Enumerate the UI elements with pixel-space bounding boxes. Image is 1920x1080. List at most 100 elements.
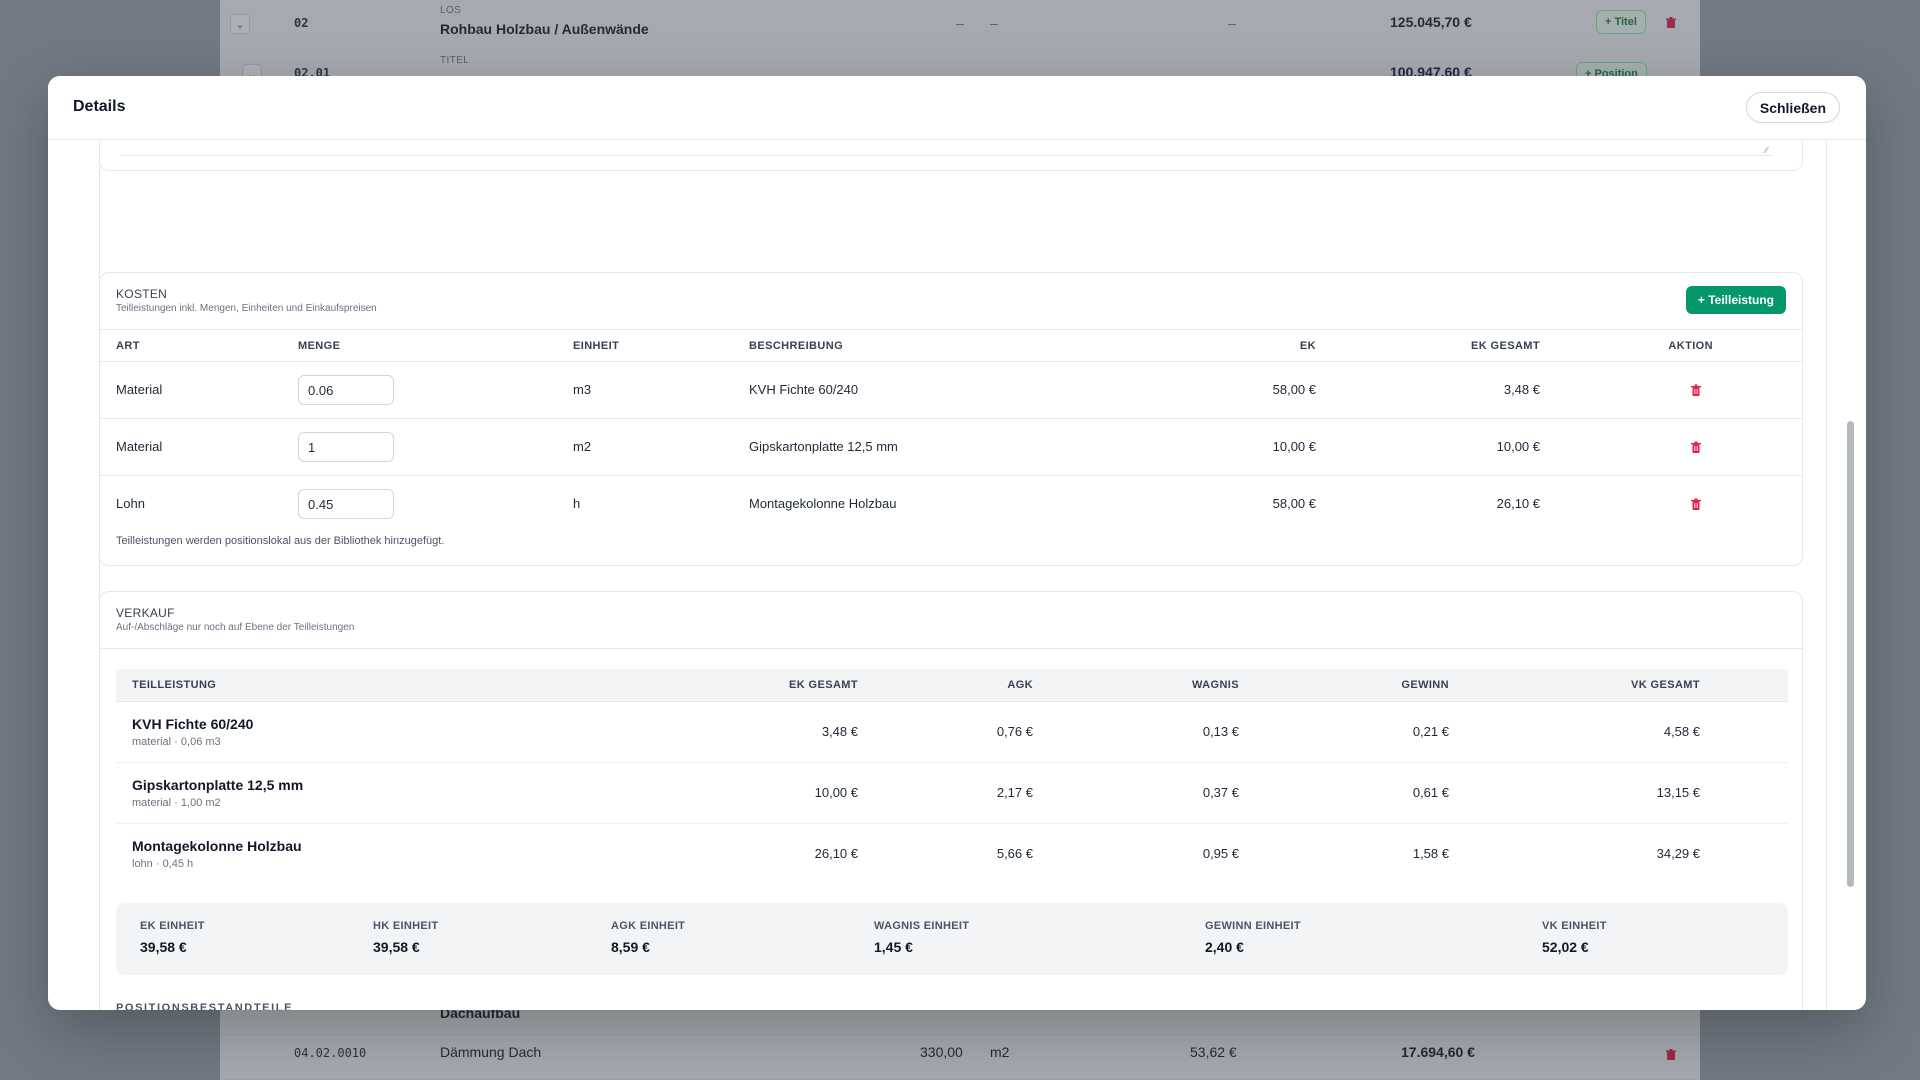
column-agk: AGK	[1007, 679, 1033, 691]
column-einheit: EINHEIT	[573, 340, 620, 352]
row-meta: lohn · 0,45 h	[132, 858, 194, 870]
summary-label: AGK EINHEIT	[611, 920, 686, 932]
content-frame	[99, 141, 1827, 1010]
trash-icon[interactable]	[1665, 17, 1677, 29]
cell-art: Lohn	[116, 496, 145, 511]
cell-beschreibung: KVH Fichte 60/240	[749, 382, 859, 397]
row-type: TITEL	[440, 55, 470, 66]
kosten-title: KOSTEN	[116, 287, 168, 301]
row-unit-price: 53,62 €	[1190, 1044, 1237, 1060]
column-aktion: AKTION	[1668, 340, 1713, 352]
summary-label: HK EINHEIT	[373, 920, 439, 932]
column-menge: MENGE	[298, 340, 341, 352]
cell-ek-gesamt: 26,10 €	[1496, 496, 1540, 511]
kosten-subtitle: Teilleistungen inkl. Mengen, Einheiten u…	[116, 303, 377, 314]
cell-einheit: h	[573, 496, 581, 511]
row-title: Dämmung Dach	[440, 1044, 542, 1060]
cell-wagnis: 0,37 €	[1202, 785, 1239, 800]
cell-wagnis: 0,95 €	[1202, 846, 1239, 861]
column-wagnis: WAGNIS	[1191, 679, 1239, 691]
close-button[interactable]: Schließen	[1745, 92, 1840, 123]
cell-gewinn: 0,61 €	[1412, 785, 1449, 800]
trash-icon[interactable]	[1690, 384, 1702, 397]
summary-value: 39,58 €	[140, 939, 187, 955]
modal-body: ∕∕ KOSTEN Teilleistungen inkl. Mengen, E…	[48, 141, 1866, 1010]
summary-value: 52,02 €	[1542, 939, 1589, 955]
chevron-down-icon[interactable]: ⌄	[230, 14, 250, 34]
modal-header: Details Schließen	[48, 76, 1866, 140]
row-amount: 125.045,70 €	[1390, 14, 1472, 30]
scrollbar-thumb[interactable]	[1847, 421, 1854, 887]
cell-ek-gesamt: 3,48 €	[821, 724, 858, 739]
row-meta: material · 1,00 m2	[132, 797, 221, 809]
cell-einheit: m3	[573, 382, 592, 397]
quantity-input[interactable]	[298, 375, 394, 405]
cell-ek-gesamt: 3,48 €	[1503, 382, 1540, 397]
kosten-note: Teilleistungen werden positionslokal aus…	[116, 535, 445, 547]
summary-value: 1,45 €	[874, 939, 913, 955]
add-teilleistung-button[interactable]: + Teilleistung	[1685, 286, 1786, 314]
cell-wagnis: 0,13 €	[1202, 724, 1239, 739]
summary-label: VK EINHEIT	[1542, 920, 1607, 932]
add-title-button[interactable]: + Titel	[1596, 10, 1646, 34]
verkauf-subtitle: Auf-/Abschläge nur noch auf Ebene der Te…	[116, 622, 355, 633]
summary-label: WAGNIS EINHEIT	[874, 920, 970, 932]
description-textarea[interactable]	[120, 141, 1772, 156]
cell-gewinn: 0,21 €	[1412, 724, 1449, 739]
verkauf-row: Gipskartonplatte 12,5 mm material · 1,00…	[116, 763, 1788, 824]
cell-ek-gesamt: 10,00 €	[814, 785, 858, 800]
cell-ek-gesamt: 10,00 €	[1496, 439, 1540, 454]
column-teilleistung: TEILLEISTUNG	[132, 679, 217, 691]
row-dash: –	[990, 15, 998, 31]
divider	[100, 648, 1802, 649]
modal-title: Details	[73, 98, 126, 115]
column-ek-gesamt: EK GESAMT	[789, 679, 858, 691]
cell-art: Material	[116, 382, 163, 397]
row-code: 02	[294, 16, 309, 30]
cell-art: Material	[116, 439, 163, 454]
column-art: ART	[116, 340, 140, 352]
verkauf-row: KVH Fichte 60/240 material · 0,06 m3 3,4…	[116, 702, 1788, 763]
row-amount: 17.694,60 €	[1401, 1044, 1475, 1060]
column-gewinn: GEWINN	[1401, 679, 1449, 691]
quantity-input[interactable]	[298, 432, 394, 462]
row-dash: –	[1228, 15, 1236, 31]
row-meta: material · 0,06 m3	[132, 736, 221, 748]
unit-summary: EK EINHEIT 39,58 € HK EINHEIT 39,58 € AG…	[116, 903, 1788, 975]
cell-ek-gesamt: 26,10 €	[814, 846, 858, 861]
cell-agk: 0,76 €	[996, 724, 1033, 739]
cell-gewinn: 1,58 €	[1412, 846, 1449, 861]
description-card	[99, 141, 1803, 171]
trash-icon[interactable]	[1690, 498, 1702, 511]
kosten-row: Material m2 Gipskartonplatte 12,5 mm 10,…	[100, 419, 1802, 476]
summary-value: 39,58 €	[373, 939, 420, 955]
column-ek: EK	[1299, 340, 1316, 352]
trash-icon[interactable]	[1665, 1049, 1677, 1061]
column-beschreibung: BESCHREIBUNG	[749, 340, 844, 352]
cell-beschreibung: Montagekolonne Holzbau	[749, 496, 897, 511]
summary-value: 2,40 €	[1205, 939, 1244, 955]
verkauf-title: VERKAUF	[116, 606, 175, 620]
column-vk-gesamt: VK GESAMT	[1631, 679, 1700, 691]
row-unit: m2	[990, 1044, 1010, 1060]
bestandteile-title: POSITIONSBESTANDTEILE	[116, 1002, 294, 1010]
kosten-table-header: ART MENGE EINHEIT BESCHREIBUNG EK EK GES…	[100, 329, 1802, 362]
row-type: LOS	[440, 5, 462, 16]
row-name: Montagekolonne Holzbau	[132, 838, 302, 854]
verkauf-card: VERKAUF Auf-/Abschläge nur noch auf Eben…	[99, 591, 1803, 1010]
cell-ek: 58,00 €	[1272, 382, 1316, 397]
trash-icon[interactable]	[1690, 441, 1702, 454]
background-row-02: ⌄ 02 LOS Rohbau Holzbau / Außenwände – –…	[220, 0, 1700, 50]
cell-vk-gesamt: 4,58 €	[1663, 724, 1700, 739]
cell-ek: 58,00 €	[1272, 496, 1316, 511]
row-name: KVH Fichte 60/240	[132, 716, 254, 732]
cell-ek: 10,00 €	[1272, 439, 1316, 454]
verkauf-row: Montagekolonne Holzbau lohn · 0,45 h 26,…	[116, 824, 1788, 885]
summary-value: 8,59 €	[611, 939, 650, 955]
kosten-card: KOSTEN Teilleistungen inkl. Mengen, Einh…	[99, 272, 1803, 566]
resize-grip-icon[interactable]: ∕∕	[1765, 145, 1769, 155]
kosten-row: Material m3 KVH Fichte 60/240 58,00 € 3,…	[100, 362, 1802, 419]
cell-agk: 5,66 €	[996, 846, 1033, 861]
row-qty: 330,00	[920, 1044, 963, 1060]
quantity-input[interactable]	[298, 489, 394, 519]
